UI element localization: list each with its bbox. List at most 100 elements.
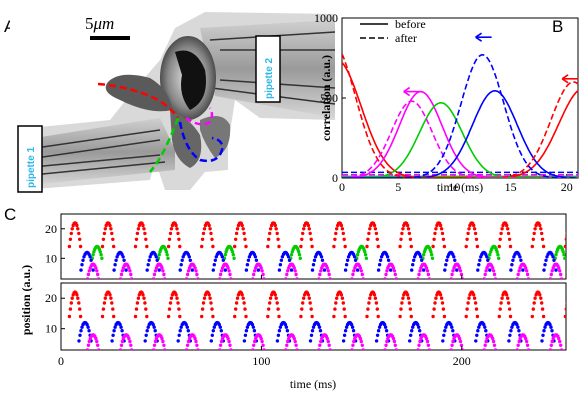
- position-point: [160, 336, 164, 341]
- position-point: [95, 339, 99, 344]
- position-point: [453, 258, 457, 262]
- position-point: [287, 258, 292, 262]
- position-point: [234, 307, 238, 311]
- position-point: [227, 269, 231, 273]
- chart-c-ytick-label: 20: [45, 291, 57, 305]
- position-point: [499, 301, 503, 305]
- position-point: [186, 339, 191, 344]
- position-point: [554, 268, 558, 272]
- position-point: [449, 348, 453, 350]
- position-point: [318, 343, 322, 347]
- position-point: [176, 231, 180, 236]
- position-point: [169, 227, 174, 231]
- position-point: [184, 322, 188, 327]
- position-point: [431, 314, 435, 319]
- legend-before-label: before: [395, 17, 426, 31]
- position-point: [383, 325, 388, 329]
- position-point: [509, 329, 513, 333]
- position-point: [220, 255, 224, 259]
- position-point: [213, 258, 217, 262]
- position-point: [383, 348, 387, 350]
- position-point: [452, 255, 456, 259]
- position-point: [143, 231, 147, 236]
- position-point: [168, 301, 173, 305]
- position-point: [253, 269, 257, 273]
- position-point: [493, 348, 498, 350]
- position-point: [112, 244, 116, 249]
- position-point: [178, 314, 182, 319]
- position-point: [343, 314, 347, 319]
- position-point: [188, 258, 192, 262]
- position-point: [496, 253, 500, 257]
- position-point: [571, 224, 574, 227]
- position-point: [244, 329, 249, 333]
- position-point: [256, 268, 261, 272]
- position-point: [458, 339, 463, 344]
- position-point: [506, 231, 511, 236]
- position-point: [226, 336, 230, 341]
- position-point: [332, 244, 336, 249]
- position-point: [153, 269, 158, 273]
- position-point: [350, 348, 354, 350]
- position-point: [355, 253, 360, 257]
- chart-b-series-line: [342, 53, 579, 178]
- position-point: [108, 293, 112, 297]
- position-point: [228, 272, 232, 277]
- position-point: [440, 231, 445, 236]
- position-point: [162, 343, 166, 347]
- position-point: [309, 237, 313, 241]
- position-point: [558, 269, 562, 273]
- position-point: [262, 277, 266, 279]
- position-point: [542, 268, 546, 272]
- position-point: [408, 237, 413, 241]
- position-point: [365, 314, 369, 319]
- position-point: [539, 227, 543, 231]
- position-point: [187, 255, 191, 259]
- position-point: [185, 272, 190, 277]
- chart-b-xtick-label: 15: [505, 180, 517, 194]
- position-point: [218, 277, 222, 279]
- position-point: [226, 266, 230, 270]
- position-point: [508, 244, 513, 249]
- chart-b-arrow: [475, 32, 492, 42]
- position-point: [186, 329, 190, 333]
- position-point: [475, 314, 480, 319]
- position-point: [130, 348, 134, 350]
- position-point: [119, 272, 124, 277]
- position-point: [143, 301, 147, 305]
- position-point: [492, 343, 497, 347]
- position-point: [276, 237, 280, 241]
- position-point: [343, 268, 348, 272]
- position-point: [542, 329, 546, 333]
- position-point: [464, 244, 468, 249]
- position-point: [475, 244, 480, 249]
- position-point: [355, 268, 360, 272]
- position-point: [86, 272, 91, 277]
- pipette-2-label: pipette 2: [255, 35, 281, 103]
- position-point: [179, 325, 183, 329]
- position-point: [559, 348, 564, 350]
- position-point: [174, 223, 178, 228]
- position-point: [190, 268, 194, 272]
- position-point: [393, 272, 397, 277]
- position-point: [70, 227, 74, 231]
- position-point: [78, 244, 83, 249]
- position-point: [241, 296, 245, 300]
- position-point: [383, 277, 387, 279]
- position-point: [367, 301, 371, 305]
- chart-c-ytick-label: 20: [45, 222, 57, 236]
- position-point: [318, 272, 322, 277]
- position-point: [289, 268, 294, 272]
- chart-b-xtick-label: 0: [339, 180, 345, 194]
- position-point: [498, 307, 502, 311]
- position-point: [548, 348, 553, 350]
- position-point: [286, 269, 290, 273]
- position-point: [401, 227, 405, 231]
- position-point: [196, 348, 200, 350]
- chart-b-ytick-label: 500: [320, 91, 338, 105]
- position-point: [251, 348, 255, 350]
- position-point: [438, 293, 443, 297]
- position-point: [467, 296, 471, 300]
- position-point: [109, 296, 113, 300]
- position-point: [425, 339, 430, 344]
